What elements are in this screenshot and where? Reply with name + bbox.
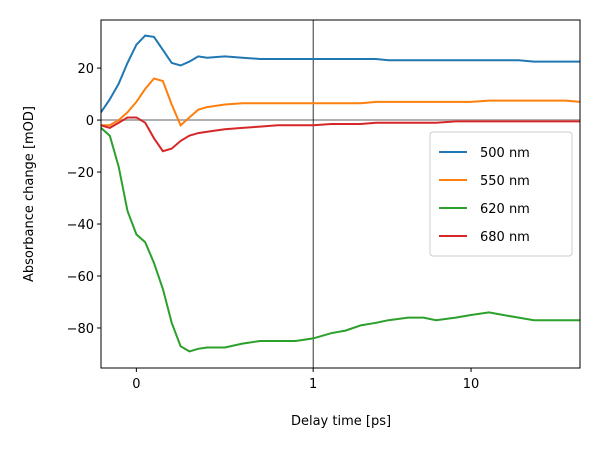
series-line bbox=[100, 116, 580, 153]
y-tick-label: −20 bbox=[67, 166, 94, 181]
y-tick-label: 0 bbox=[86, 114, 94, 129]
legend-label: 550 nm bbox=[480, 174, 530, 189]
x-tick-label: 0 bbox=[132, 377, 140, 392]
x-tick-label: 10 bbox=[463, 377, 480, 392]
x-axis-label: Delay time [ps] bbox=[291, 414, 391, 429]
y-tick-label: 20 bbox=[77, 62, 94, 77]
x-tick-label: 1 bbox=[309, 377, 317, 392]
plot-frame bbox=[100, 19, 581, 369]
legend-label: 680 nm bbox=[480, 230, 530, 245]
y-axis-label: Absorbance change [mOD] bbox=[22, 106, 37, 282]
legend-box bbox=[429, 131, 573, 257]
y-tick-label: −80 bbox=[67, 322, 94, 337]
series-line bbox=[100, 34, 580, 113]
legend: 500 nm 550 nm 620 nm 680 nm bbox=[429, 131, 573, 257]
legend-label: 620 nm bbox=[480, 202, 530, 217]
y-tick-label: −40 bbox=[67, 218, 94, 233]
y-tick-label: −60 bbox=[67, 270, 94, 285]
series-line bbox=[101, 77, 581, 127]
series-line bbox=[100, 127, 580, 353]
legend-label: 500 nm bbox=[480, 146, 530, 161]
